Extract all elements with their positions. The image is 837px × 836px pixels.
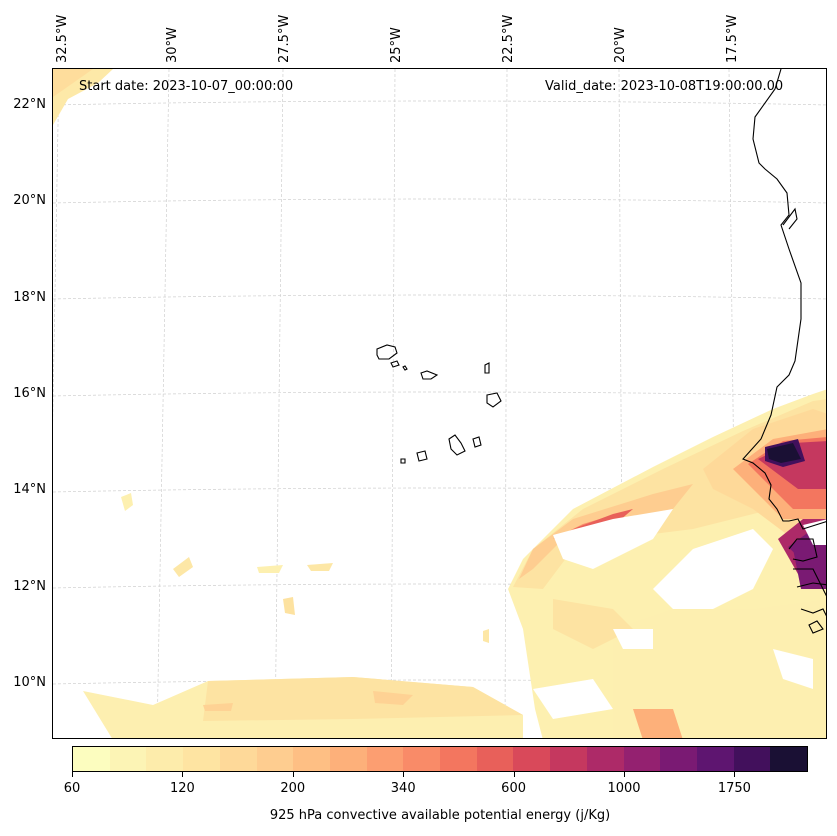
longitude-label: 27.5°W xyxy=(277,14,292,63)
colorbar-segment xyxy=(513,747,551,771)
coastlines xyxy=(742,69,826,634)
colorbar-tick-label: 200 xyxy=(280,781,306,796)
cape-region xyxy=(203,677,523,721)
colorbar-segment xyxy=(696,747,734,771)
latitude-label: 14°N xyxy=(13,482,46,497)
colorbar-segment xyxy=(660,747,697,771)
colorbar xyxy=(72,746,808,772)
longitude-label: 22.5°W xyxy=(501,14,516,63)
cape-verde-islands xyxy=(376,344,502,464)
colorbar-tick xyxy=(72,772,73,777)
africa-coastline xyxy=(742,69,826,530)
island xyxy=(416,450,428,462)
latitude-label: 22°N xyxy=(13,97,46,112)
cape-region xyxy=(553,599,633,649)
cape-gap xyxy=(653,529,773,609)
cape-region xyxy=(373,691,413,705)
longitude-label: 25°W xyxy=(389,27,404,63)
colorbar-tick-label: 1750 xyxy=(717,781,751,796)
colorbar-tick-label: 120 xyxy=(169,781,195,796)
colorbar-segment xyxy=(623,747,661,771)
colorbar-tick xyxy=(513,772,515,777)
colorbar-tick-label: 60 xyxy=(63,781,81,796)
colorbar-tick-label: 340 xyxy=(390,781,416,796)
gridlines xyxy=(53,69,826,738)
island xyxy=(400,458,406,464)
colorbar-tick xyxy=(734,772,736,777)
colorbar-tick-label: 1000 xyxy=(607,781,641,796)
cape-region xyxy=(257,565,283,573)
colorbar-segment xyxy=(329,747,367,771)
island xyxy=(484,362,490,374)
colorbar-segment xyxy=(146,747,184,771)
colorbar-segment xyxy=(366,747,404,771)
colorbar-title: 925 hPa convective available potential e… xyxy=(269,808,611,823)
colorbar-segment xyxy=(293,747,330,771)
longitude-label: 30°W xyxy=(165,27,180,63)
colorbar-segment xyxy=(219,747,257,771)
colorbar-segment xyxy=(476,747,514,771)
colorbar-segment xyxy=(770,747,808,771)
colorbar-segment xyxy=(586,747,624,771)
colorbar-segment xyxy=(440,747,477,771)
island xyxy=(448,434,466,456)
cape-region xyxy=(767,443,801,463)
latitude-label: 20°N xyxy=(13,193,46,208)
cape-gap xyxy=(803,519,826,545)
island xyxy=(390,360,400,368)
cape-region xyxy=(173,557,193,577)
cape-region xyxy=(793,539,826,589)
colorbar-segment xyxy=(256,747,294,771)
cape-gap xyxy=(553,509,673,569)
cape-region xyxy=(633,709,683,738)
longitude-label: 32.5°W xyxy=(55,14,70,63)
cape-region xyxy=(121,493,133,511)
cape-gap xyxy=(613,629,653,649)
map-panel xyxy=(52,68,827,739)
colorbar-segment xyxy=(550,747,587,771)
island xyxy=(420,370,439,380)
latitude-label: 18°N xyxy=(13,290,46,305)
valid-date-label: Valid_date: 2023-10-08T19:00:00.00 xyxy=(545,79,784,94)
cape-gap xyxy=(533,679,613,719)
longitude-label: 20°W xyxy=(613,27,628,63)
cape-field xyxy=(53,69,826,738)
island xyxy=(472,436,482,448)
longitude-label: 17.5°W xyxy=(725,14,740,63)
cape-region xyxy=(53,69,93,97)
island xyxy=(402,365,408,371)
map-canvas xyxy=(53,69,826,738)
colorbar-tick-label: 600 xyxy=(501,781,527,796)
colorbar-segment xyxy=(73,747,110,771)
cape-region xyxy=(613,599,826,738)
colorbar-segment xyxy=(109,747,147,771)
cape-region xyxy=(203,703,233,711)
colorbar-tick xyxy=(624,772,625,777)
colorbar-segment xyxy=(183,747,220,771)
colorbar-segment xyxy=(733,747,771,771)
island xyxy=(486,392,502,408)
cape-region xyxy=(573,509,633,529)
start-date-label: Start date: 2023-10-07_00:00:00 xyxy=(79,79,294,94)
island xyxy=(376,344,398,360)
colorbar-tick xyxy=(292,772,294,777)
latitude-label: 12°N xyxy=(13,579,46,594)
cape-region xyxy=(483,629,489,643)
latitude-label: 10°N xyxy=(13,675,46,690)
cape-region xyxy=(283,597,295,615)
colorbar-tick xyxy=(403,772,405,777)
cape-gap xyxy=(773,649,813,689)
cape-region xyxy=(307,563,333,571)
colorbar-segment xyxy=(403,747,441,771)
latitude-label: 16°N xyxy=(13,386,46,401)
colorbar-tick xyxy=(182,772,184,777)
cape-region xyxy=(519,484,693,579)
